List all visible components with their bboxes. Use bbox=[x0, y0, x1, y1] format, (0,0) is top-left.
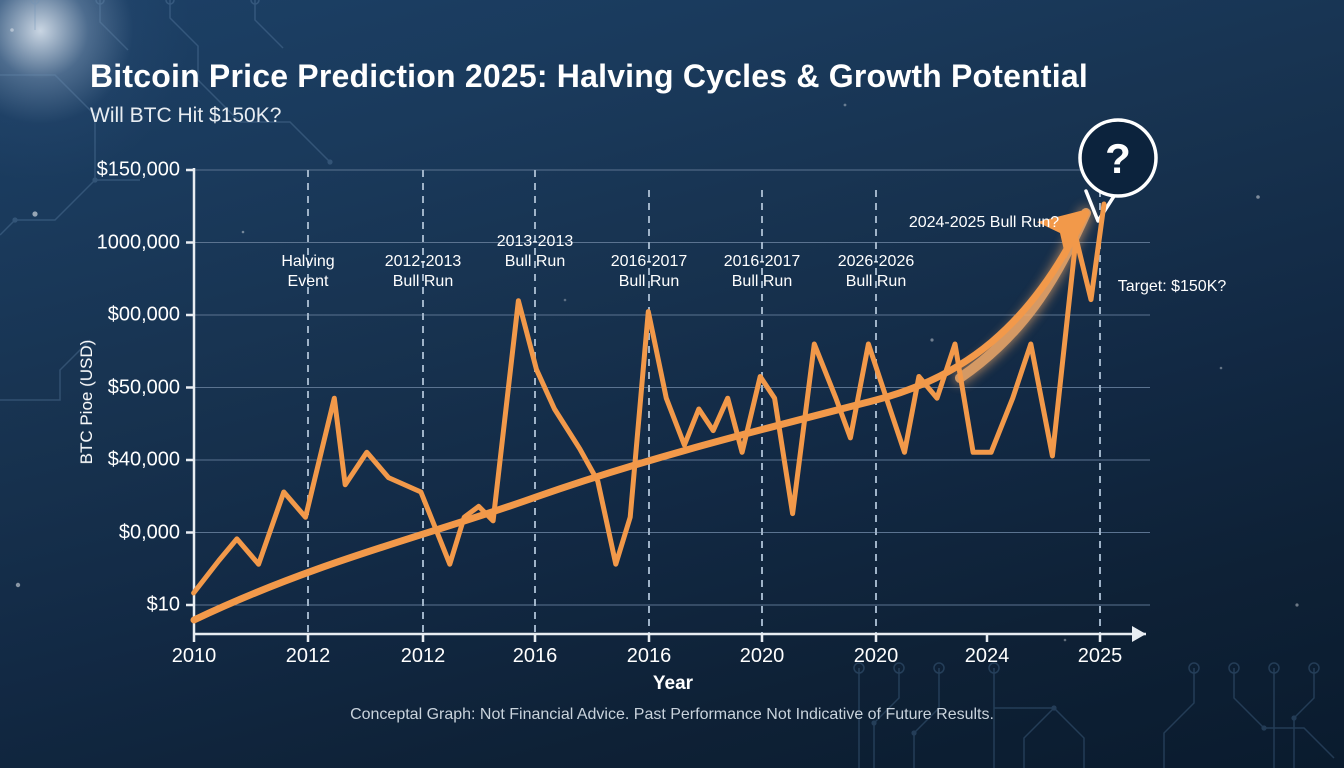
svg-text:?: ? bbox=[1105, 135, 1131, 182]
